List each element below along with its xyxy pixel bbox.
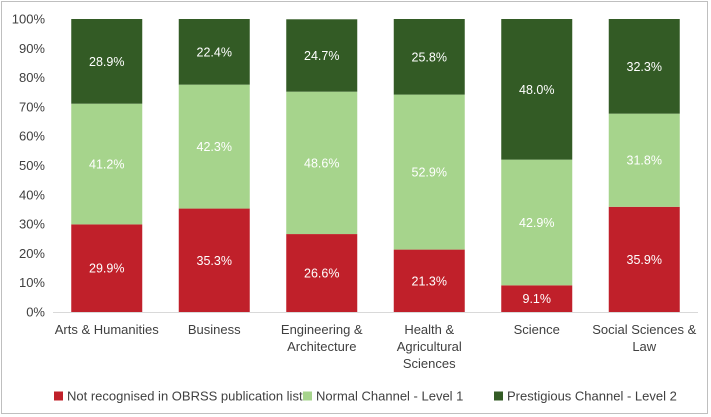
data-label: 42.3% — [197, 140, 232, 154]
y-tick-label: 50% — [19, 158, 45, 173]
x-tick-label: Science — [514, 322, 560, 337]
y-tick-label: 70% — [19, 99, 45, 114]
data-label: 29.9% — [89, 262, 124, 276]
x-tick-label: Health & Agricultural Sciences — [397, 322, 462, 371]
legend: Not recognised in OBRSS publication list… — [54, 389, 677, 404]
data-label: 41.2% — [89, 158, 124, 172]
data-label: 35.9% — [627, 253, 662, 267]
y-tick-label: 60% — [19, 129, 45, 144]
axes: 0% 10% 20% 30% 40% 50% 60% 70% 80% 90% 100% — [12, 12, 698, 320]
bar-segment — [71, 103, 143, 225]
y-tick-label: 10% — [19, 275, 45, 290]
data-label: 25.8% — [412, 50, 447, 64]
data-label: 35.3% — [197, 254, 232, 268]
bar-segment — [501, 285, 573, 312]
data-label: 28.9% — [89, 55, 124, 69]
legend-label: Prestigious Channel - Level 2 — [507, 389, 677, 404]
legend-swatch — [54, 391, 63, 401]
bar-segment — [608, 113, 680, 207]
y-tick-label: 0% — [26, 305, 45, 320]
bar-segment — [178, 208, 250, 312]
bar-segment — [501, 19, 573, 160]
y-tick-label: 30% — [19, 217, 45, 232]
x-tick-label: Engineering & Architecture — [281, 322, 363, 354]
data-label: 26.6% — [304, 267, 339, 281]
bar-segment — [286, 19, 358, 92]
legend-label: Not recognised in OBRSS publication list — [67, 389, 303, 404]
bar-segment — [608, 206, 680, 312]
data-label: 31.8% — [627, 154, 662, 168]
bar-segment — [71, 224, 143, 312]
y-tick-label: 90% — [19, 41, 45, 56]
x-tick-label: Business — [188, 322, 241, 337]
data-label: 24.7% — [304, 49, 339, 63]
data-label: 21.3% — [412, 274, 447, 288]
x-tick-label: Social Sciences & Law — [592, 322, 696, 354]
data-label: 22.4% — [197, 45, 232, 59]
bar-segment — [178, 84, 250, 209]
data-label: 48.0% — [519, 83, 554, 97]
x-axis-labels: Arts & Humanities Business Engineering & Ar… — [55, 322, 697, 371]
bars: 29.9% 41.2% 28.9% 35.3% 42.3% 22.4% 26.6% 48.6%… — [71, 19, 680, 312]
y-tick-label: 20% — [19, 246, 45, 261]
legend-swatch — [303, 391, 312, 401]
bar-segment — [286, 234, 358, 312]
bar-segment — [286, 91, 358, 235]
bar-segment — [393, 249, 465, 312]
data-label: 9.1% — [523, 292, 552, 306]
data-label: 32.3% — [627, 60, 662, 74]
x-tick-label: Arts & Humanities — [55, 322, 160, 337]
bar-segment — [71, 19, 143, 104]
y-tick-label: 100% — [12, 12, 46, 27]
bar-segment — [178, 19, 250, 85]
bar-segment — [393, 94, 465, 250]
data-label: 52.9% — [412, 166, 447, 180]
legend-swatch — [494, 391, 503, 401]
bar-segment — [608, 19, 680, 114]
bar-segment — [393, 19, 465, 95]
data-label: 42.9% — [519, 216, 554, 230]
y-tick-label: 40% — [19, 187, 45, 202]
data-label: 48.6% — [304, 156, 339, 170]
bar-segment — [501, 159, 573, 286]
y-tick-label: 80% — [19, 70, 45, 85]
legend-label: Normal Channel - Level 1 — [316, 389, 463, 404]
